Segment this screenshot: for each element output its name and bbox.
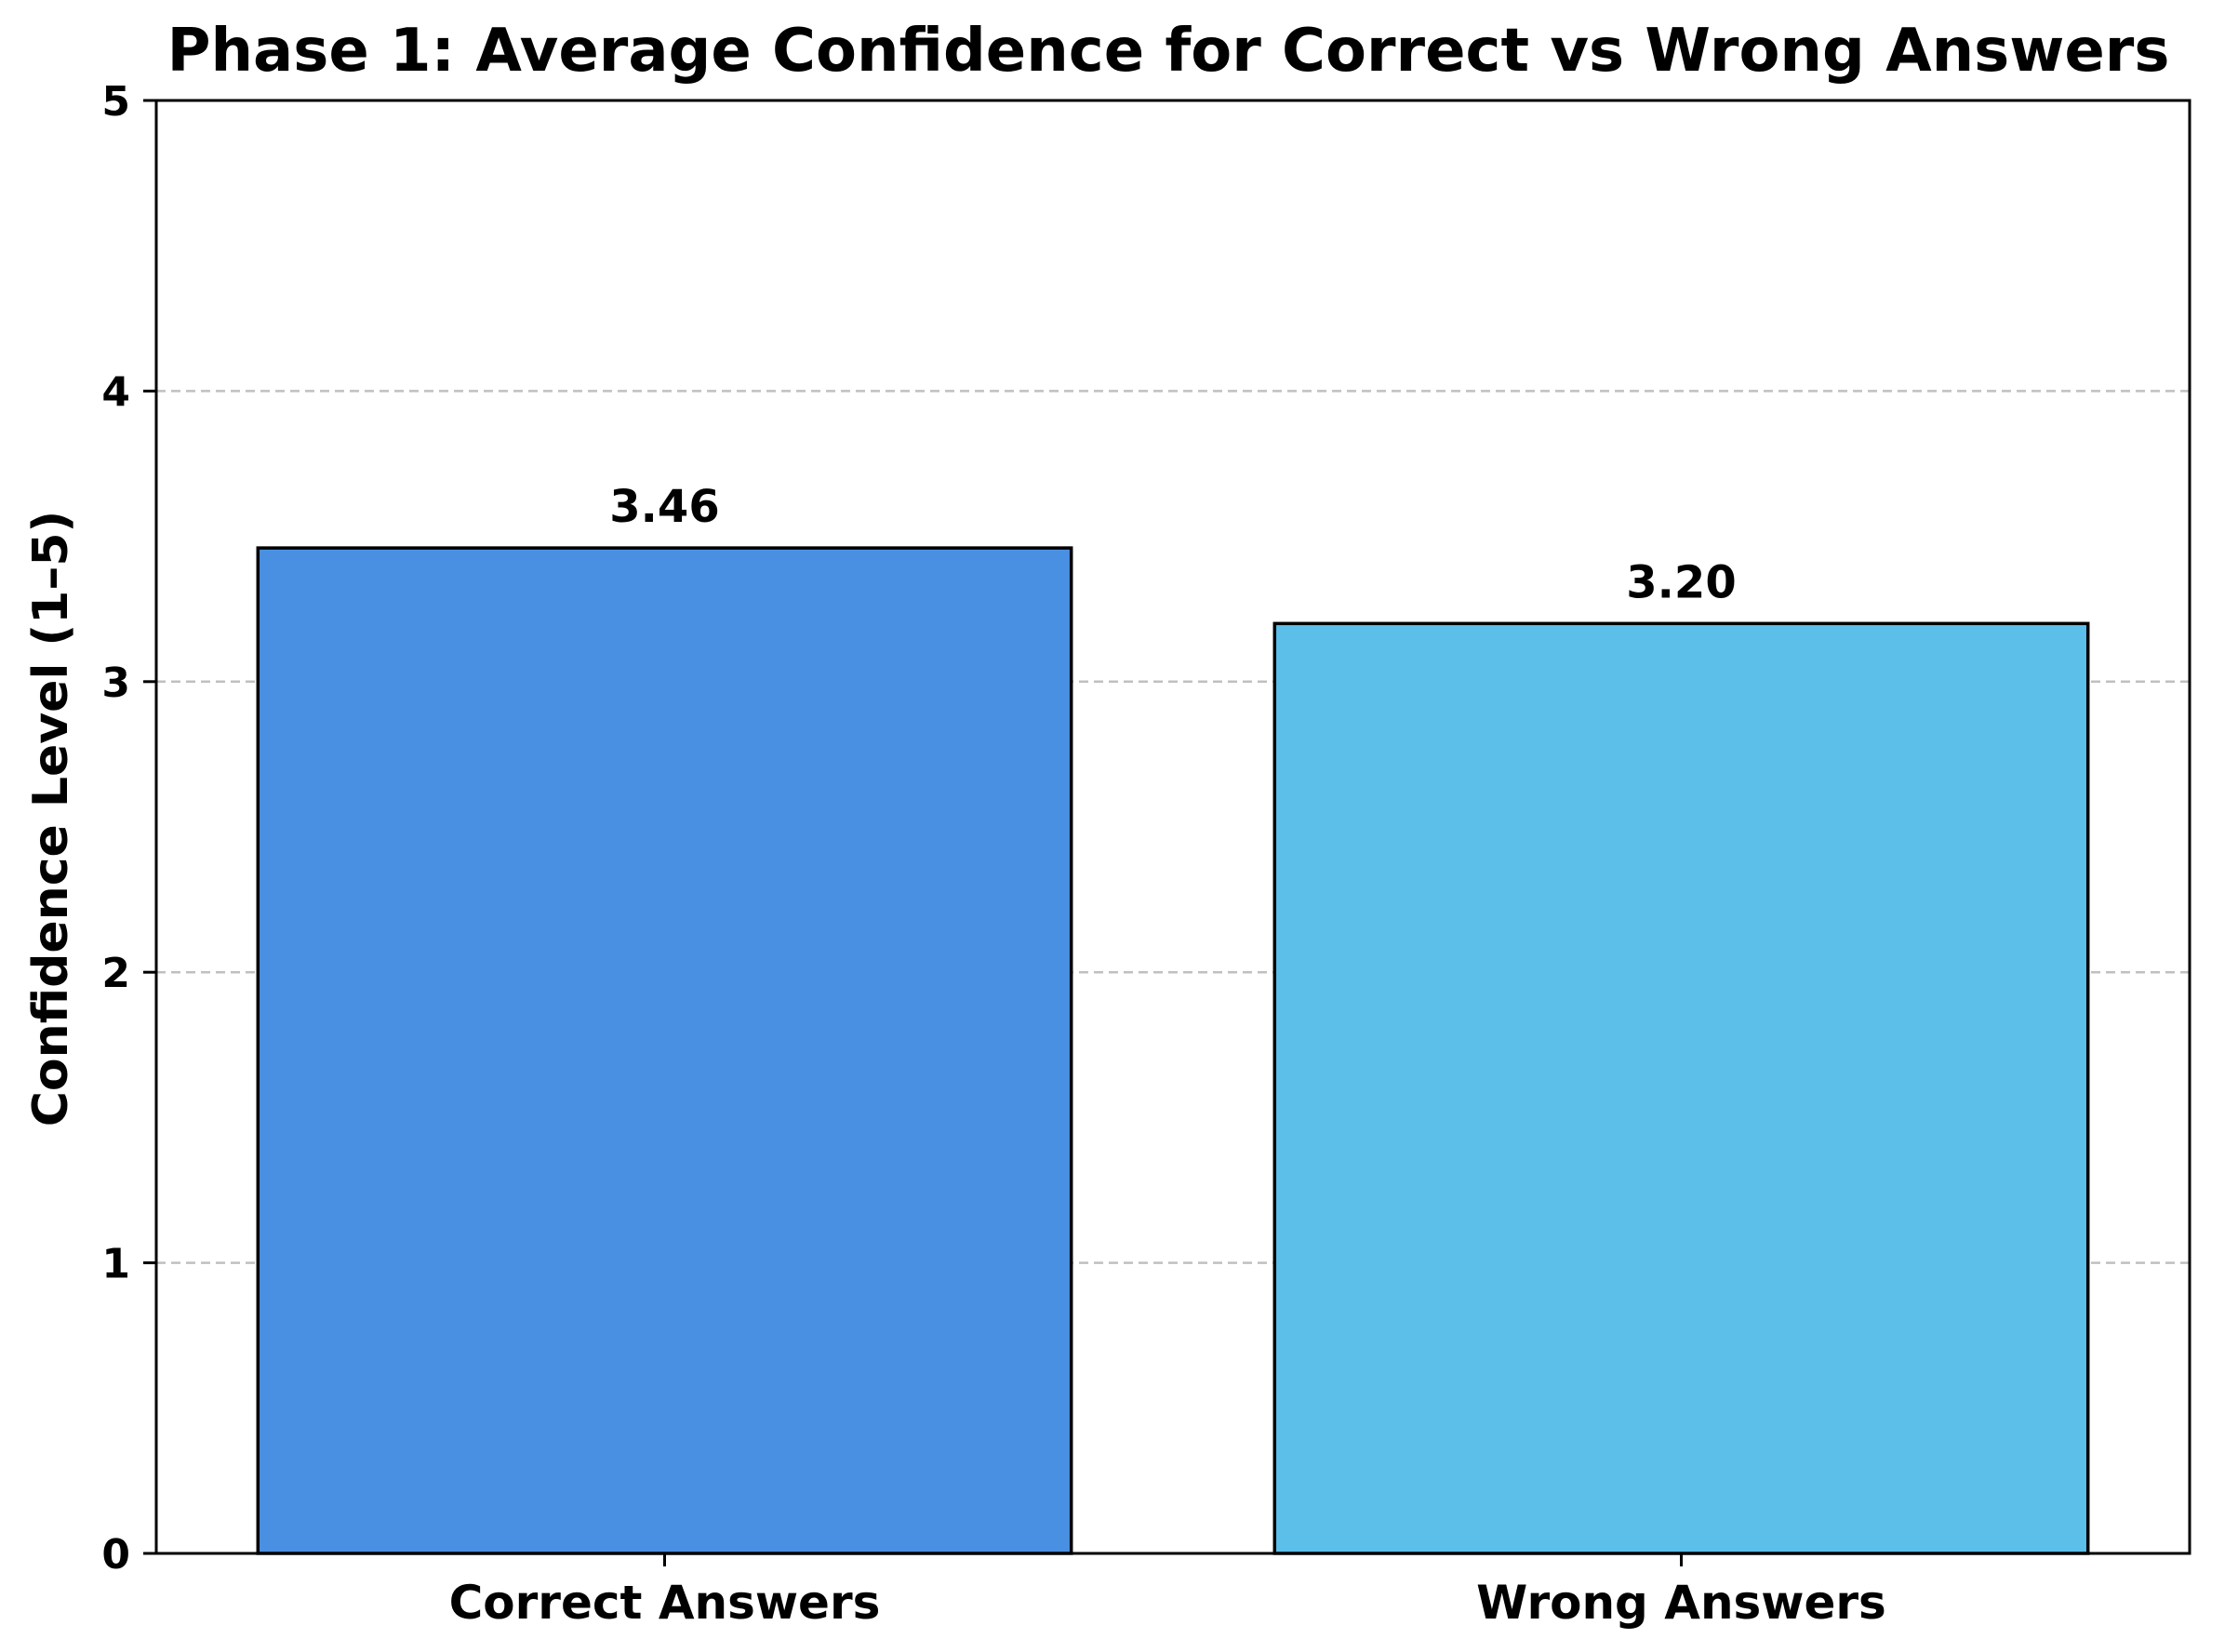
value-label: 3.46: [609, 481, 719, 533]
y-tick-label: 1: [101, 1241, 130, 1288]
value-labels: 3.46 3.20: [609, 481, 1736, 608]
y-tick-label: 0: [101, 1531, 130, 1579]
plot-frame: [154, 99, 2191, 1555]
y-tick-label: 4: [101, 368, 130, 416]
y-axis-label: Confidence Level (1–5): [23, 511, 79, 1127]
axes: 0 1 2 3 4 5 Correct Answers Wrong Answers: [101, 78, 2191, 1630]
y-tick-label: 5: [101, 78, 130, 126]
y-tick-label: 2: [101, 950, 130, 997]
bar-wrong-answers: [1272, 621, 2090, 1555]
x-tick-label: Correct Answers: [449, 1576, 881, 1630]
gridlines: [156, 390, 2190, 1264]
x-tick-label: Wrong Answers: [1476, 1576, 1886, 1630]
chart-title: Phase 1: Average Confidence for Correct …: [167, 17, 2170, 86]
y-tick-label: 3: [101, 659, 130, 707]
value-label: 3.20: [1626, 556, 1736, 608]
bars: [256, 546, 2090, 1555]
bar-correct-answers: [256, 546, 1073, 1555]
